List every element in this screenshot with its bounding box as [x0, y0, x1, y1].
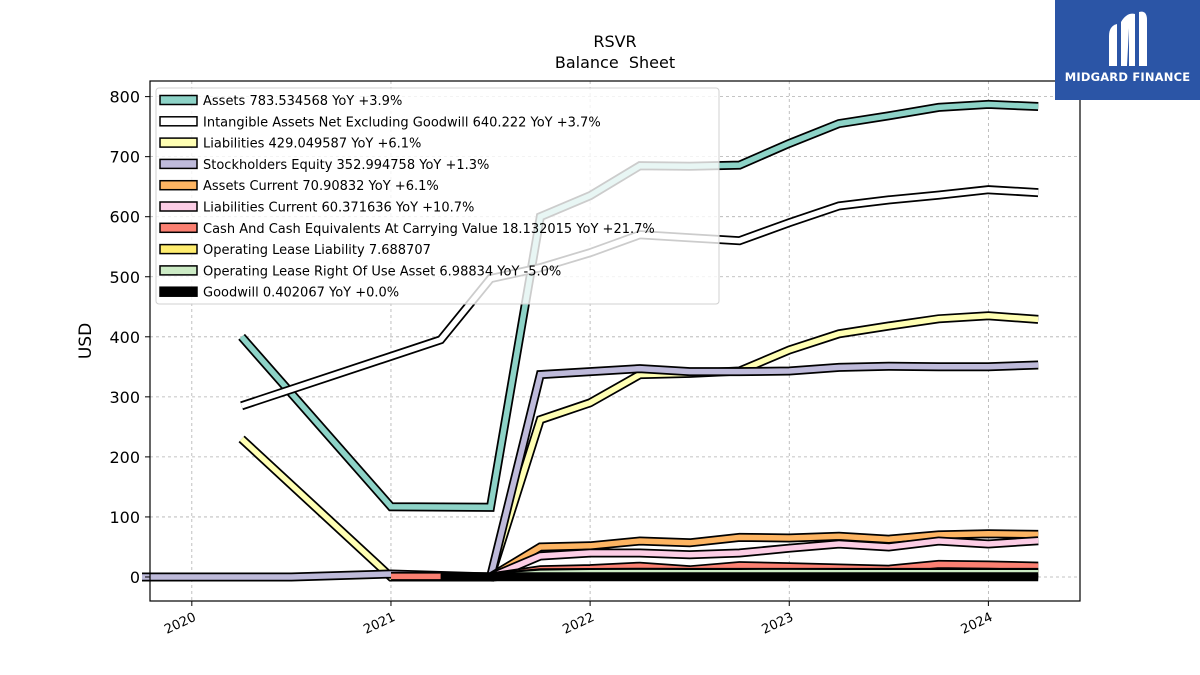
series-line	[489, 537, 1039, 580]
series-liabilities-current	[488, 536, 1039, 582]
legend-entry: Assets 783.534568 YoY +3.9%	[203, 94, 402, 109]
legend-entry: Operating Lease Liability 7.688707	[203, 243, 431, 258]
y-tick-label: 0	[130, 568, 140, 587]
legend-swatch	[159, 179, 198, 191]
legend-entry: Intangible Assets Net Excluding Goodwill…	[203, 115, 601, 130]
legend-entry: Goodwill 0.402067 YoY +0.0%	[203, 286, 399, 301]
legend-swatch	[159, 243, 198, 255]
y-tick-label: 300	[109, 388, 140, 407]
series-line	[489, 530, 1039, 580]
legend-entry: Assets Current 70.90832 YoY +6.1%	[203, 179, 439, 194]
legend-swatch	[159, 286, 198, 297]
plot-frame	[149, 80, 1081, 602]
legend-swatch	[159, 116, 198, 127]
legend-entry: Operating Lease Right Of Use Asset 6.988…	[203, 264, 561, 279]
chart-title: RSVR	[593, 32, 636, 51]
series-assets-current	[488, 529, 1039, 581]
x-tick-label: 2021	[361, 610, 397, 638]
y-tick-label: 100	[109, 508, 140, 527]
legend-swatch	[159, 201, 198, 212]
legend-entry: Cash And Cash Equivalents At Carrying Va…	[203, 222, 655, 237]
legend-swatch	[159, 265, 198, 276]
y-tick-label: 400	[109, 328, 140, 347]
legend-entry: Liabilities Current 60.371636 YoY +10.7%	[203, 201, 474, 216]
x-tick-label: 2023	[760, 610, 796, 638]
x-tick-label: 2020	[162, 610, 198, 638]
legend-entry: Stockholders Equity 352.994758 YoY +1.3%	[203, 158, 489, 173]
legend: Assets 783.534568 YoY +3.9% Intangible As…	[155, 87, 720, 305]
legend-swatch	[159, 137, 198, 148]
y-tick-label: 700	[109, 148, 140, 167]
y-tick-label: 600	[109, 208, 140, 227]
x-tick-label: 2022	[560, 610, 596, 638]
chart-subtitle: Balance Sheet	[555, 53, 675, 72]
y-tick-label: 800	[109, 88, 140, 107]
legend-entry: Liabilities 429.049587 YoY +6.1%	[203, 137, 421, 152]
legend-swatch	[159, 158, 198, 170]
legend-swatch	[159, 222, 198, 234]
legend-swatch	[159, 94, 198, 106]
y-tick-label: 200	[109, 448, 140, 467]
legend-box	[155, 87, 720, 305]
logo-text: MIDGARD FINANCE	[1064, 70, 1191, 84]
y-axis-label: USD	[76, 323, 96, 359]
midgard-finance-logo: MIDGARD FINANCE	[1055, 0, 1200, 100]
midgard-m-logo-icon	[1109, 11, 1147, 66]
y-tick-label: 500	[109, 268, 140, 287]
x-tick-label: 2024	[959, 610, 995, 638]
